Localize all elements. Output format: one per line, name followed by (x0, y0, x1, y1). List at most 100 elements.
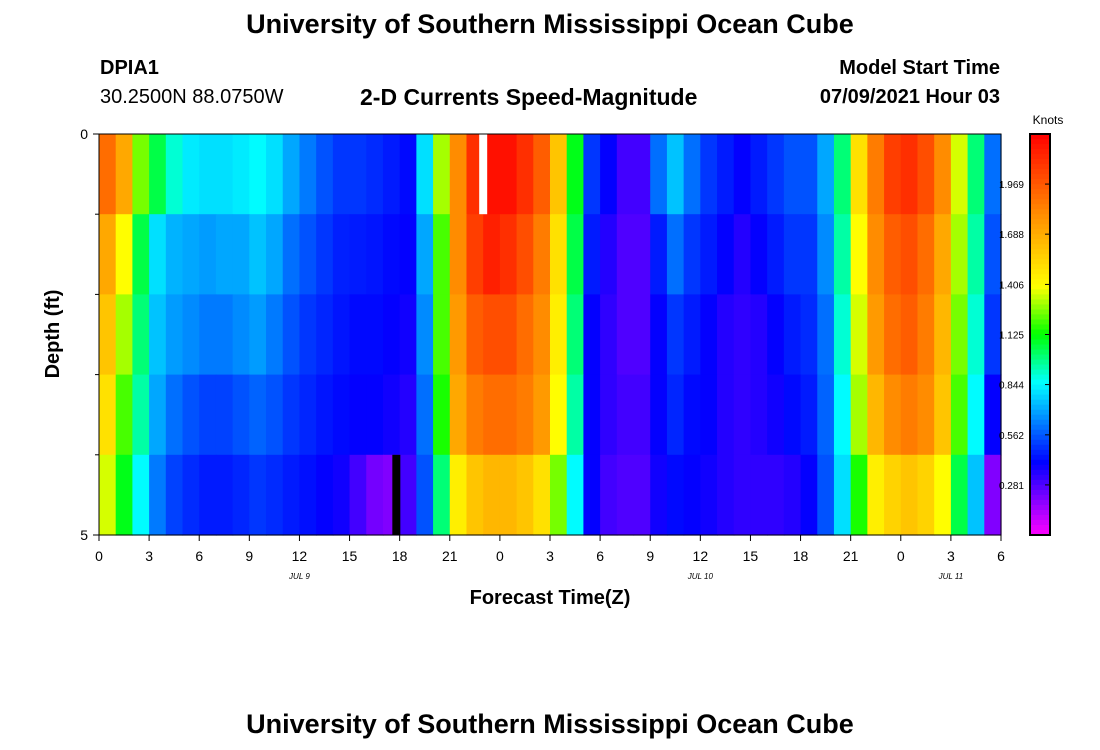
heatmap-cell (165, 374, 184, 456)
heatmap-cell (750, 454, 768, 536)
heatmap-cell (399, 454, 417, 536)
heatmap-cell (833, 374, 852, 456)
heatmap-cell (382, 214, 401, 295)
heatmap-cell (750, 214, 768, 295)
station-coords: 30.2500N 88.0750W (100, 86, 284, 108)
heatmap-cell (666, 214, 685, 295)
x-tick-label: 21 (442, 548, 458, 564)
heatmap-cell (299, 454, 317, 536)
heatmap-cell (950, 134, 969, 215)
colorbar-swatch (1030, 524, 1050, 531)
colorbar-swatch (1030, 164, 1050, 170)
heatmap-cell (950, 214, 969, 295)
x-tick-label: 0 (95, 548, 103, 564)
heatmap-cell (950, 454, 969, 536)
heatmap-cell (199, 214, 217, 295)
heatmap-cell (583, 134, 601, 215)
colorbar-swatch (1030, 184, 1050, 190)
heatmap-cell (215, 134, 234, 215)
heatmap-cell (650, 294, 668, 376)
x-tick-label: 3 (546, 548, 554, 564)
heatmap-cell (416, 454, 434, 536)
heatmap-cell (349, 294, 367, 376)
heatmap-cell (934, 134, 952, 215)
x-tick-label: 18 (392, 548, 408, 564)
heatmap-cell (466, 294, 484, 376)
heatmap-cell (416, 214, 434, 295)
colorbar-swatch (1030, 174, 1050, 180)
heatmap-cell (516, 294, 534, 376)
colorbar-swatch (1030, 329, 1050, 336)
heatmap-cell (583, 294, 601, 376)
heatmap-cell (399, 374, 417, 456)
heatmap-cell (483, 454, 501, 536)
heatmap-cell (917, 374, 935, 456)
heatmap-cell (750, 134, 768, 215)
colorbar-tick-label: 0.281 (999, 481, 1024, 492)
heatmap-cell (299, 134, 317, 215)
heatmap-cell (633, 454, 651, 536)
heatmap-cell (199, 374, 217, 456)
heatmap-cell (332, 294, 351, 376)
heatmap-cell (817, 294, 835, 376)
heatmap-cell (600, 374, 618, 456)
heatmap-cell (149, 214, 167, 295)
heatmap-cell (282, 134, 301, 215)
speed-heatmap-chart: 0 3 6 9 12 15 18 21 0 3 6 9 12 15 18 21 0 3 6 JUL 9 JUL 10 JU… (42, 113, 1063, 609)
colorbar-swatch (1030, 234, 1050, 240)
heatmap-cell (750, 294, 768, 376)
heatmap-cell (399, 214, 417, 295)
heatmap-cell (366, 214, 384, 295)
heatmap-cell (600, 454, 618, 536)
colorbar-swatch (1030, 349, 1050, 356)
heatmap-marker (392, 454, 401, 535)
heatmap-cell (833, 214, 852, 295)
colorbar-swatch (1030, 404, 1050, 411)
colorbar-swatch (1030, 134, 1050, 140)
colorbar-swatch (1030, 494, 1050, 501)
heatmap-cell (332, 374, 351, 456)
y-axis-label: Depth (ft) (42, 290, 64, 379)
heatmap-cell (182, 374, 200, 456)
heatmap-cell (516, 454, 534, 536)
heatmap-cell (600, 214, 618, 295)
heatmap-cell (550, 374, 568, 456)
heatmap-cell (984, 134, 1002, 215)
heatmap-cell (700, 374, 718, 456)
heatmap-cell (149, 134, 167, 215)
heatmap-cell (182, 454, 200, 536)
heatmap-cell (232, 294, 250, 376)
station-id: DPIA1 (100, 57, 159, 79)
heatmap-cell (867, 454, 885, 536)
heatmap-cell (566, 454, 584, 536)
heatmap-cell (232, 454, 250, 536)
heatmap-cell (449, 374, 468, 456)
heatmap-cell (900, 374, 919, 456)
heatmap-cell (783, 454, 802, 536)
heatmap-cell (332, 454, 351, 536)
heatmap-cell (399, 134, 417, 215)
heatmap-cell (399, 294, 417, 376)
colorbar-swatch (1030, 479, 1050, 486)
heatmap-cell (850, 294, 868, 376)
heatmap-cell (967, 374, 985, 456)
heatmap-cell (884, 294, 902, 376)
heatmap-cell (165, 454, 184, 536)
colorbar-swatch (1030, 264, 1050, 270)
colorbar-swatch (1030, 459, 1050, 466)
heatmap-cell (783, 374, 802, 456)
heatmap-cell (900, 294, 919, 376)
heatmap-cell (132, 374, 150, 456)
heatmap-cell (950, 294, 969, 376)
colorbar-swatch (1030, 304, 1050, 311)
heatmap-cell (466, 374, 484, 456)
heatmap-cell (215, 374, 234, 456)
heatmap-cell (800, 454, 818, 536)
heatmap-cell (449, 134, 468, 215)
heatmap-cell (984, 454, 1002, 536)
chart-title: 2-D Currents Speed-Magnitude (360, 84, 698, 110)
heatmap-cell (616, 374, 635, 456)
heatmap-cell (299, 374, 317, 456)
heatmap-cell (199, 454, 217, 536)
heatmap-cell (332, 214, 351, 295)
